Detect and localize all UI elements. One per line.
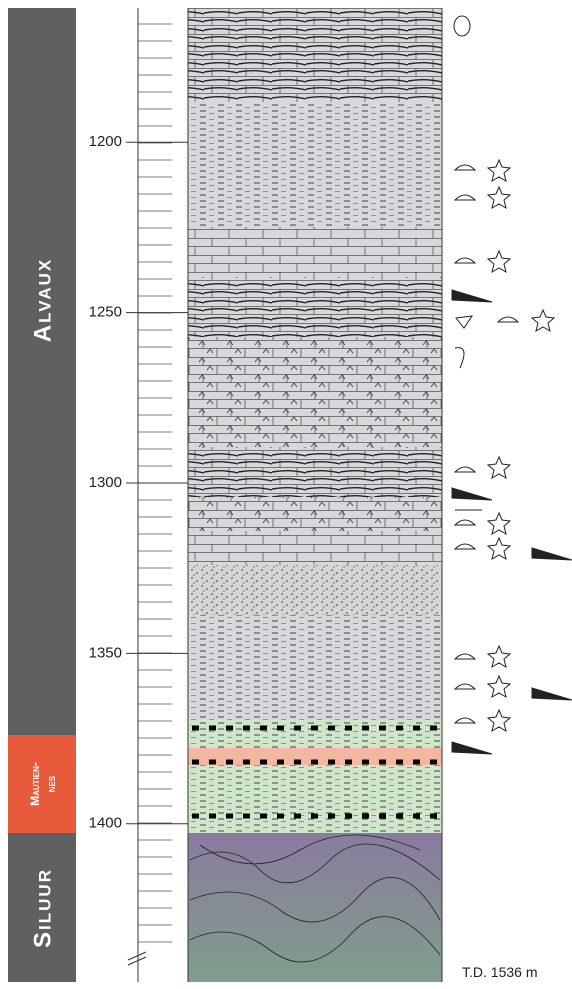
tick-label: 1300 <box>89 474 122 491</box>
stratigraphic-log: Alvaux Mautien- nes Siluur T.D. <box>0 0 572 989</box>
tick-label: 1250 <box>89 304 122 321</box>
formation-label: nes <box>44 775 58 792</box>
formation-label: Mautien- <box>28 762 42 806</box>
tick-label: 1400 <box>89 815 122 832</box>
total-depth-note: T.D. 1536 m <box>462 964 537 980</box>
formation-label: Siluur <box>29 868 56 948</box>
formation-label: Alvaux <box>29 258 56 342</box>
tick-label: 1200 <box>89 133 122 150</box>
fossil-symbols <box>452 16 572 754</box>
tick-label: 1350 <box>89 644 122 661</box>
lithology-column <box>188 8 442 982</box>
formation-band <box>8 8 76 735</box>
depth-axis <box>128 8 146 982</box>
